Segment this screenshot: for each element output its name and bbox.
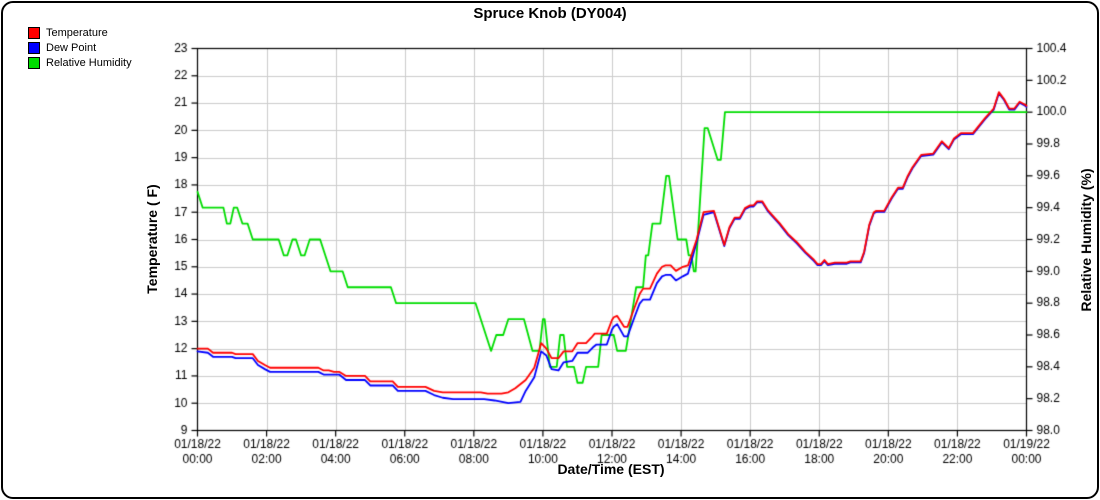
legend-item-temperature: Temperature [28, 25, 132, 40]
temperature-swatch-icon [28, 26, 40, 39]
legend: Temperature Dew Point Relative Humidity [28, 25, 132, 70]
legend-label: Dew Point [46, 41, 97, 54]
legend-label: Temperature [46, 26, 108, 39]
relative-humidity-swatch-icon [28, 56, 40, 69]
legend-item-dew-point: Dew Point [28, 40, 132, 55]
legend-label: Relative Humidity [46, 56, 132, 69]
right-axis-title: Relative Humidity (%) [1078, 168, 1094, 312]
left-axis-title: Temperature ( F) [144, 184, 160, 294]
x-axis-title: Date/Time (EST) [557, 461, 665, 477]
dew-point-swatch-icon [28, 41, 40, 54]
chart-title: Spruce Knob (DY004) [473, 5, 627, 22]
legend-item-relative-humidity: Relative Humidity [28, 55, 132, 70]
